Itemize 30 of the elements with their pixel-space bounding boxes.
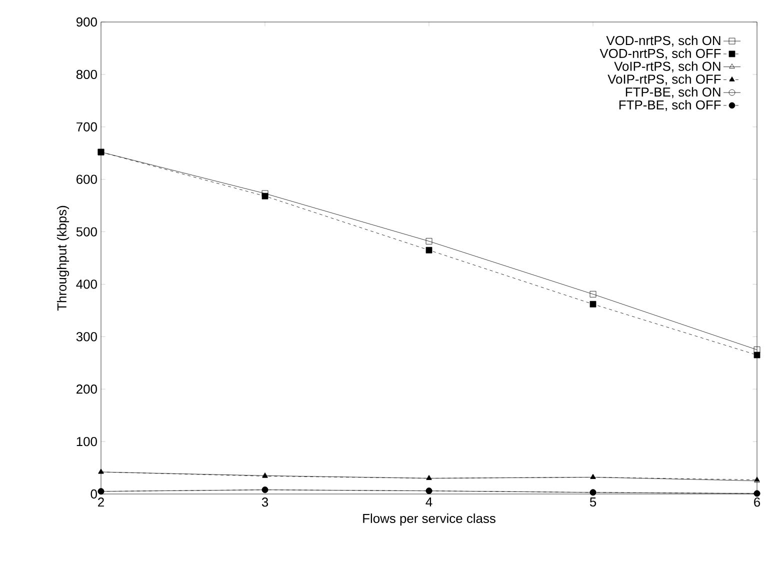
- point: [262, 192, 268, 200]
- y-tick-label: 0: [90, 489, 97, 499]
- legend-label: FTP-BE, sch OFF: [619, 100, 721, 112]
- point: [754, 346, 760, 353]
- y-tick-label: 400: [76, 280, 97, 289]
- y-tick-label: 700: [76, 122, 97, 132]
- x-tick-label: 4: [426, 498, 432, 506]
- x-tick-label: 3: [262, 498, 268, 507]
- point: [590, 300, 596, 308]
- point: [590, 291, 596, 298]
- point: [426, 246, 432, 254]
- x-axis-title: Flows per service class: [363, 514, 496, 526]
- y-tick-label: 100: [76, 436, 97, 446]
- y-tick-label: 500: [76, 227, 97, 236]
- x-tick-label: 5: [590, 498, 596, 507]
- legend-label: VoIP-rtPS, sch OFF: [608, 74, 721, 86]
- legend-label: FTP-BE, sch ON: [626, 87, 720, 98]
- y-tick-label: 800: [76, 70, 97, 80]
- legend-label: VoIP-rtPS, sch ON: [614, 61, 720, 72]
- y-axis-title: Throughput (kbps): [56, 206, 70, 311]
- y-tick-label: 300: [76, 332, 97, 342]
- point: [426, 238, 432, 244]
- y-tick-label: 600: [76, 174, 97, 184]
- point: [754, 352, 760, 358]
- x-tick-label: 2: [98, 498, 104, 507]
- y-tick-label: 200: [76, 384, 97, 394]
- legend-label: VOD-nrtPS, sch ON: [606, 36, 720, 47]
- x-tick-label: 6: [754, 498, 760, 507]
- y-tick-label: 900: [76, 17, 97, 27]
- legend-label: VOD-nrtPS, sch OFF: [600, 48, 721, 60]
